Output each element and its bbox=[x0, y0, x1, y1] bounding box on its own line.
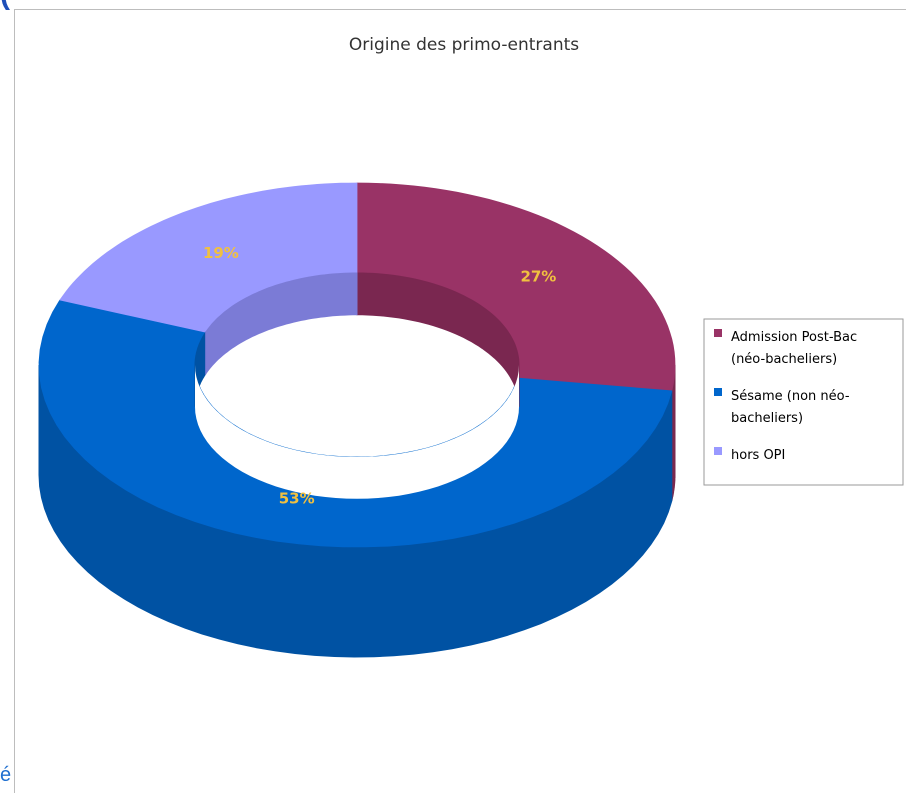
legend-label: hors OPI bbox=[731, 448, 785, 463]
chart-title: Origine des primo-entrants bbox=[349, 35, 579, 55]
slice-inner-wall bbox=[205, 272, 358, 376]
top-text-fragment: ( bbox=[0, 0, 10, 12]
chart-legend: Admission Post-Bac (néo-bacheliers) Sésame… bbox=[703, 318, 904, 486]
legend-box bbox=[703, 318, 904, 486]
legend-label: Admission Post-Bac bbox=[731, 330, 857, 345]
legend-swatch bbox=[714, 447, 722, 455]
bottom-text-fragment: é bbox=[0, 764, 12, 786]
legend-swatch bbox=[714, 388, 722, 396]
legend-label: Sésame (non néo- bbox=[731, 389, 850, 404]
legend-swatch bbox=[714, 329, 722, 337]
legend-label: bacheliers) bbox=[731, 411, 803, 426]
data-label-layer: 27% 53% 19% bbox=[203, 244, 556, 507]
data-label: 27% bbox=[520, 267, 556, 285]
data-label: 53% bbox=[279, 490, 315, 508]
donut-hole bbox=[195, 365, 519, 499]
donut-inner-wall-layer bbox=[194, 272, 520, 499]
chart-frame bbox=[14, 9, 906, 793]
data-label: 19% bbox=[203, 244, 239, 262]
legend-label: (néo-bacheliers) bbox=[731, 352, 837, 367]
